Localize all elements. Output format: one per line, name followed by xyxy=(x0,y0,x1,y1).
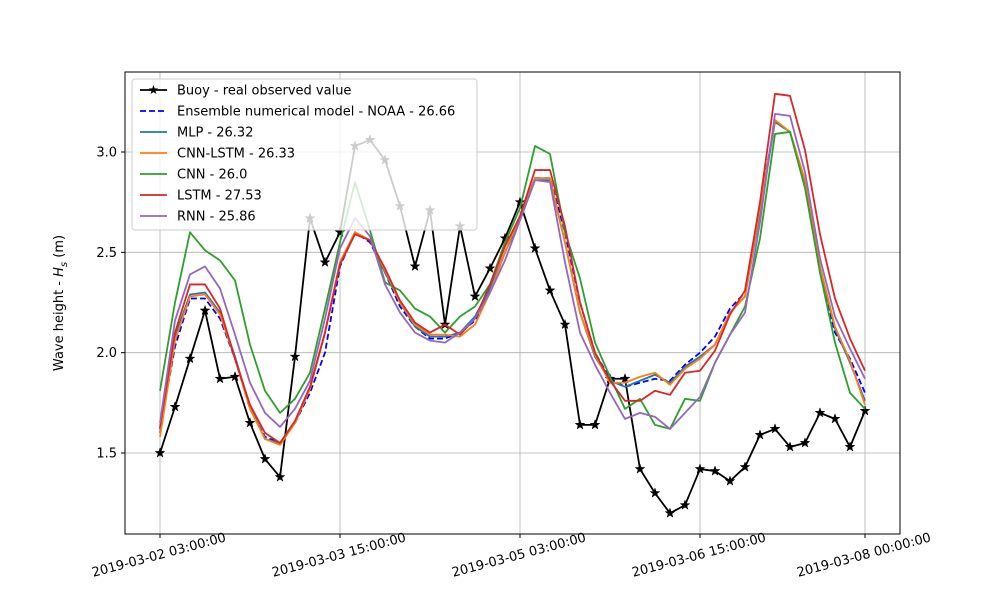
y-tick-label: 2.0 xyxy=(96,346,117,361)
legend-label: Ensemble numerical model - NOAA - 26.66 xyxy=(177,105,455,120)
legend-item: MLP - 26.32 xyxy=(140,126,253,141)
y-axis-label-unit: (m) xyxy=(52,235,67,262)
legend: Buoy - real observed value Ensemble numer… xyxy=(131,78,478,231)
data-point xyxy=(769,423,781,434)
legend-label: MLP - 26.32 xyxy=(177,126,253,141)
legend-label: RNN - 25.86 xyxy=(177,210,256,225)
series-line xyxy=(159,118,866,446)
data-point xyxy=(679,499,691,510)
legend-item: RNN - 25.86 xyxy=(140,210,256,225)
series-line xyxy=(159,112,866,430)
data-point xyxy=(244,417,256,428)
data-point xyxy=(649,487,661,498)
series-line xyxy=(159,139,866,515)
data-point xyxy=(154,447,166,458)
series-3 xyxy=(159,118,866,446)
y-axis-label-subscript: s xyxy=(59,262,70,267)
data-point xyxy=(589,419,601,430)
data-point xyxy=(829,413,841,424)
data-point xyxy=(274,471,286,482)
data-point xyxy=(289,350,301,362)
legend-box xyxy=(131,78,478,231)
legend-item: LSTM - 27.53 xyxy=(140,189,262,204)
data-point xyxy=(724,475,736,486)
data-point xyxy=(844,441,856,452)
data-point xyxy=(184,352,196,364)
data-point xyxy=(574,419,586,430)
legend-item: Ensemble numerical model - NOAA - 26.66 xyxy=(140,105,455,120)
y-axis-label: Wave height - Hs (m) xyxy=(52,235,70,371)
data-point xyxy=(214,372,226,384)
series-6 xyxy=(159,112,866,430)
legend-label: Buoy - real observed value xyxy=(177,84,351,99)
y-tick-label: 1.5 xyxy=(96,447,117,462)
data-point xyxy=(709,465,721,476)
data-point xyxy=(619,372,631,384)
legend-label: LSTM - 27.53 xyxy=(177,189,262,204)
data-point xyxy=(559,318,571,330)
data-point xyxy=(634,463,646,474)
data-point xyxy=(814,407,826,418)
series-layer xyxy=(154,92,871,518)
data-point xyxy=(484,262,496,274)
legend-label: CNN - 26.0 xyxy=(177,168,247,183)
series-line xyxy=(159,92,866,444)
legend-item: CNN-LSTM - 26.33 xyxy=(140,147,295,162)
y-axis-label-symbol: H xyxy=(52,267,67,277)
data-point xyxy=(409,260,421,272)
data-point xyxy=(199,304,211,316)
data-point xyxy=(784,441,796,452)
legend-marker xyxy=(148,85,159,95)
data-point xyxy=(739,461,751,472)
data-point xyxy=(799,437,811,448)
data-point xyxy=(754,429,766,440)
data-point xyxy=(514,196,526,207)
data-point xyxy=(169,401,181,412)
y-tick-label: 3.0 xyxy=(96,146,117,161)
data-point xyxy=(229,370,241,382)
y-tick-label: 2.5 xyxy=(96,246,117,261)
data-point xyxy=(319,256,331,268)
series-5 xyxy=(159,92,866,444)
y-axis: 1.5 2.0 2.5 3.0 xyxy=(96,146,125,462)
legend-item: CNN - 26.0 xyxy=(140,168,247,183)
data-point xyxy=(694,463,706,474)
data-point xyxy=(544,284,556,296)
plot-frame xyxy=(124,71,901,535)
data-point xyxy=(664,507,676,518)
legend-item: Buoy - real observed value xyxy=(140,84,351,99)
data-point xyxy=(469,290,481,302)
data-point xyxy=(259,453,271,464)
legend-label: CNN-LSTM - 26.33 xyxy=(177,147,295,162)
data-point xyxy=(859,405,871,416)
data-point xyxy=(529,242,541,253)
